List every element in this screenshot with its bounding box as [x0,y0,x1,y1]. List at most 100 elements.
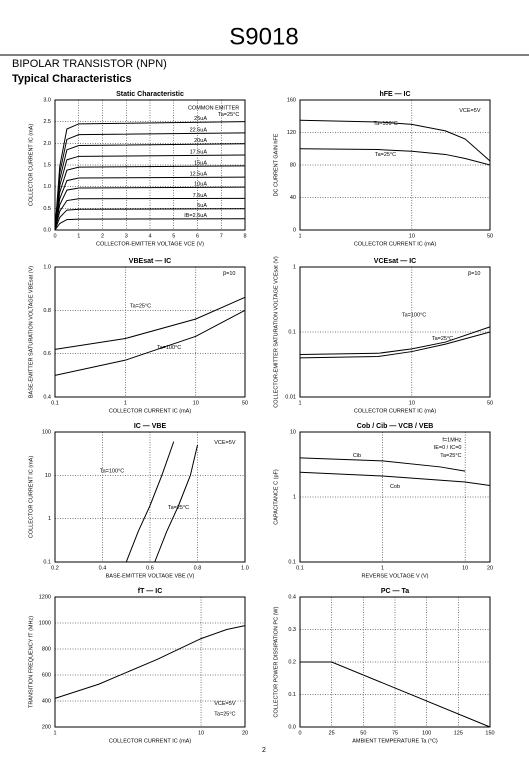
y-tick-label: 0.1 [43,559,51,565]
y-tick-label: 800 [42,646,51,652]
series-line [299,471,491,487]
chart-title: Static Characteristic [116,91,184,98]
series-line [54,186,246,231]
chart-title: hFE — IC [379,91,410,98]
series-line [54,309,246,376]
series-label: 7.5uA [193,193,208,199]
y-tick-label: 0.3 [288,627,296,633]
annotation: Ta=25°C [440,453,461,459]
series-line [54,208,246,231]
series-label: Ta=100°C [402,313,426,319]
x-tick-label: 1 [124,400,127,406]
x-tick-label: 6 [196,233,199,239]
series-line [54,197,246,231]
x-tick-label: 1 [298,233,301,239]
y-tick-label: 1.5 [43,162,51,168]
y-tick-label: 1000 [39,620,51,626]
annotation: VCE=5V [214,701,236,707]
x-tick-label: 50 [487,233,493,239]
x-axis-label: COLLECTOR CURRENT IC (mA) [354,241,436,247]
section-title: Typical Characteristics [12,73,132,85]
x-tick-label: 75 [392,730,398,736]
annotation: β=10 [468,271,481,277]
series-line [299,148,491,166]
y-tick-label: 0.0 [288,724,296,730]
y-tick-label: 100 [42,429,51,435]
y-tick-label: 80 [290,162,296,168]
y-axis-label: BASE-EMITTER SATURATION VOLTAGE VBEsat (… [28,266,34,398]
series-label: Ta=100°C [100,468,124,474]
y-tick-label: 10 [45,473,51,479]
x-tick-label: 125 [454,730,463,736]
x-axis-label: BASE-EMITTER VOLTAGE VBE (V) [106,573,195,579]
y-tick-label: 3.0 [43,97,51,103]
series-label: Ta=25°C [375,152,396,158]
y-axis-label: COLLECTOR CURRENT IC (mA) [28,124,34,206]
x-tick-label: 10 [198,730,204,736]
series-label: Cib [353,453,361,459]
series-line [54,154,246,231]
y-tick-label: 0.2 [288,659,296,665]
series-label: Ta=25°C [130,303,151,309]
y-tick-label: 0.4 [288,594,296,600]
y-tick-label: 1 [48,516,51,522]
series-label: IB=2.5uA [184,213,207,219]
series-label: 17.5uA [190,149,208,155]
y-tick-label: 0.1 [288,329,296,335]
subtitle: BIPOLAR TRANSISTOR (NPN) [12,58,167,70]
y-tick-label: 0 [293,227,296,233]
x-tick-label: 7 [220,233,223,239]
x-tick-label: 0.2 [51,565,59,571]
x-axis-label: COLLECTOR CURRENT IC (mA) [354,408,436,414]
y-tick-label: 2.0 [43,141,51,147]
annotation: COMMON EMITTER [188,105,239,111]
y-tick-label: 160 [287,97,296,103]
series-label: Ta=100°C [373,121,397,127]
y-tick-label: 1.0 [43,264,51,270]
chart-title: Cob / Cib — VCB / VEB [357,423,434,430]
page-title: S9018 [229,23,298,50]
series-line [54,176,246,231]
x-tick-label: 10 [193,400,199,406]
chart-title: VCEsat — IC [374,258,416,265]
y-axis-label: COLLECTOR CURRENT IC (mA) [28,456,34,538]
y-tick-label: 120 [287,130,296,136]
series-line [299,326,491,356]
y-tick-label: 0.6 [43,351,51,357]
y-tick-label: 0.4 [43,394,51,400]
series-line [299,457,466,472]
x-axis-label: REVERSE VOLTAGE V (V) [361,573,428,579]
y-axis-label: TRANSITION FREQUENCY fT (MHz) [28,616,34,708]
x-tick-label: 2 [101,233,104,239]
series-label: 25uA [194,116,207,122]
series-line [154,444,198,563]
x-tick-label: 0.6 [146,565,154,571]
y-tick-label: 0.5 [43,206,51,212]
x-tick-label: 5 [172,233,175,239]
series-line [54,296,246,350]
series-label: 5uA [197,203,207,209]
series-label: Cob [390,484,400,490]
annotation: VCE=5V [214,440,236,446]
x-tick-label: 10 [409,400,415,406]
y-axis-label: COLLECTOR POWER DISSIPATION PC (W) [273,606,279,717]
x-tick-label: 150 [485,730,494,736]
chart-title: fT — IC [138,588,163,595]
x-tick-label: 0.1 [51,400,59,406]
series-line [125,441,175,563]
y-tick-label: 1 [293,494,296,500]
x-tick-label: 1 [298,400,301,406]
x-tick-label: 0.8 [194,565,202,571]
series-line [299,331,491,359]
y-tick-label: 1 [293,264,296,270]
annotation: Ta=25°C [214,711,235,717]
x-tick-label: 1 [77,233,80,239]
series-line [54,165,246,231]
series-label: 20uA [194,138,207,144]
y-tick-label: 2.5 [43,119,51,125]
series-label: Ta=25°C [168,505,189,511]
series-label: 10uA [194,182,207,188]
annotation: β=10 [223,271,236,277]
